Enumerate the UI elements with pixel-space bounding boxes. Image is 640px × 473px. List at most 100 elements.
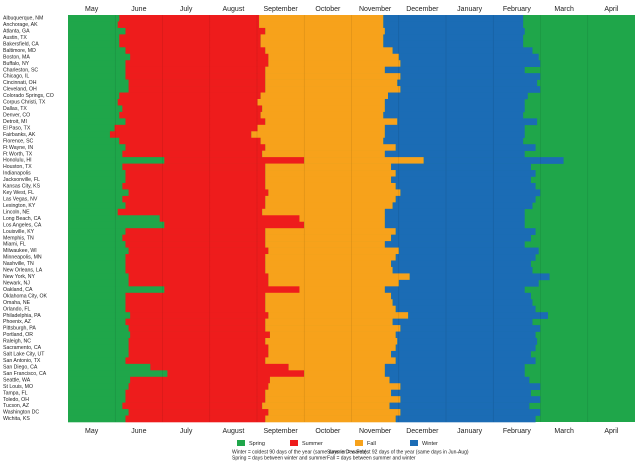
city-label: Bakersfield, CA xyxy=(3,41,39,47)
season-segment xyxy=(265,86,401,93)
city-label: Las Vegas, NV xyxy=(3,196,38,202)
season-segment xyxy=(395,254,536,261)
season-segment xyxy=(400,86,541,93)
season-segment xyxy=(388,92,528,100)
season-segment xyxy=(265,202,393,210)
season-segment xyxy=(117,98,258,106)
legend-swatch xyxy=(290,440,298,446)
season-segment xyxy=(268,53,399,61)
season-segment xyxy=(125,47,266,55)
season-segment xyxy=(68,47,126,55)
season-segment xyxy=(383,34,524,42)
season-segment xyxy=(408,312,549,319)
season-segment xyxy=(122,105,263,113)
season-segment xyxy=(389,376,530,384)
season-segment xyxy=(384,215,525,223)
month-label: December xyxy=(406,428,439,435)
city-label: Florence, SC xyxy=(3,138,34,144)
season-segment xyxy=(125,357,266,365)
season-segment xyxy=(395,195,536,203)
season-segment xyxy=(68,27,126,35)
city-label: Chicago, IL xyxy=(3,74,29,80)
season-segment xyxy=(125,266,266,274)
season-segment xyxy=(125,202,266,210)
season-segment xyxy=(68,157,165,164)
season-segment xyxy=(423,157,564,164)
season-segment xyxy=(130,376,270,384)
season-segment xyxy=(125,254,266,261)
city-label: Houston, TX xyxy=(3,164,32,170)
city-label: Memphis, TN xyxy=(3,235,34,241)
season-segment xyxy=(125,396,266,403)
city-label: Pittsburgh, PA xyxy=(3,326,36,332)
month-label: March xyxy=(554,6,574,13)
season-segment xyxy=(269,376,390,384)
season-segment xyxy=(167,370,305,378)
season-segment xyxy=(68,66,126,74)
city-label: Milwaukee, WI xyxy=(3,248,37,254)
season-segment xyxy=(68,286,165,294)
season-segment xyxy=(265,118,398,126)
season-segment xyxy=(392,202,533,210)
season-segment xyxy=(68,402,123,410)
city-label: Fairbanks, AK xyxy=(3,132,36,138)
season-segment xyxy=(125,118,266,126)
season-segment xyxy=(265,305,396,313)
month-label: August xyxy=(222,6,244,13)
season-segment xyxy=(128,338,266,345)
season-segment xyxy=(164,286,300,294)
season-segment xyxy=(68,53,131,61)
city-label: New York, NY xyxy=(3,274,36,280)
city-label: Nashville, TN xyxy=(3,261,34,267)
season-segment xyxy=(262,208,385,216)
season-segment xyxy=(68,176,126,184)
season-segment xyxy=(68,144,126,151)
season-segment xyxy=(389,402,530,410)
season-segment xyxy=(395,415,536,423)
season-segment xyxy=(268,247,399,255)
season-segment xyxy=(268,409,401,416)
season-segment xyxy=(384,66,525,74)
season-segment xyxy=(122,234,266,242)
season-segment xyxy=(68,221,165,229)
season-segment xyxy=(268,60,401,67)
season-segment xyxy=(265,176,392,184)
season-segment xyxy=(299,215,385,223)
season-segment xyxy=(268,189,401,197)
season-segment xyxy=(125,60,269,67)
month-label: July xyxy=(180,6,193,13)
season-segment xyxy=(68,118,126,126)
season-segment xyxy=(265,396,401,403)
season-segment xyxy=(265,338,398,345)
season-segment xyxy=(68,247,129,255)
season-segment xyxy=(265,73,401,80)
season-segment xyxy=(68,189,129,197)
month-label: March xyxy=(554,428,574,435)
season-segment xyxy=(68,137,120,145)
season-segment xyxy=(68,350,129,358)
season-segment xyxy=(68,86,129,93)
season-segment xyxy=(265,389,392,397)
season-segment xyxy=(128,409,269,416)
month-label: June xyxy=(131,428,146,435)
season-segment xyxy=(384,131,525,139)
season-segment xyxy=(125,241,266,248)
season-segment xyxy=(68,241,126,248)
season-segment xyxy=(265,170,396,177)
season-segment xyxy=(128,383,269,390)
season-segment xyxy=(259,21,384,29)
city-label: Austin, TX xyxy=(3,35,27,41)
season-segment xyxy=(128,279,269,287)
season-segment xyxy=(68,131,110,139)
season-segment xyxy=(400,396,541,403)
season-segment xyxy=(257,98,385,106)
season-segment xyxy=(68,202,126,210)
season-segment xyxy=(68,331,131,339)
month-label: June xyxy=(131,6,146,13)
season-segment xyxy=(384,150,525,158)
season-segment xyxy=(391,350,531,358)
season-segment xyxy=(68,105,123,113)
season-segment xyxy=(128,350,269,358)
season-segment xyxy=(68,344,129,352)
season-segment xyxy=(68,357,126,365)
